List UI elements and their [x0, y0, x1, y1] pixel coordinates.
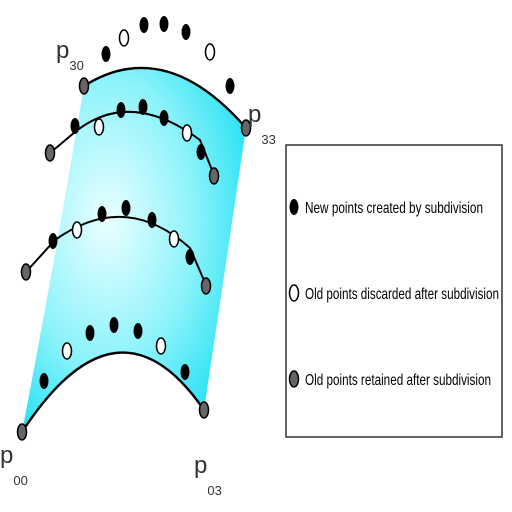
legend-discarded-point-label: Old points discarded after subdivision	[305, 286, 499, 303]
discarded-point	[93, 118, 105, 136]
new-point	[180, 364, 190, 380]
legend-retained-point-label: Old points retained after subdivision	[305, 372, 491, 389]
legend-discarded-point-marker	[288, 284, 300, 302]
corner-label-p30: p30	[56, 37, 84, 73]
legend: New points created by subdivision Old po…	[285, 144, 503, 438]
retained-point	[16, 423, 28, 441]
new-point	[39, 373, 49, 389]
legend-new-point-label: New points created by subdivision	[305, 200, 483, 217]
new-point	[138, 99, 148, 115]
legend-retained-point-marker	[288, 370, 300, 388]
lower-row-control-points	[20, 200, 212, 295]
new-point	[101, 46, 111, 62]
new-point	[70, 118, 80, 134]
discarded-point	[118, 29, 130, 47]
retained-point	[208, 167, 220, 185]
new-point	[159, 16, 169, 32]
discarded-point	[181, 124, 193, 142]
new-point	[159, 110, 169, 126]
new-point	[97, 206, 107, 222]
top-boundary-curve	[83, 66, 247, 129]
corner-label-p33: p33	[248, 101, 276, 147]
legend-new-point-marker	[289, 199, 299, 215]
new-point	[181, 24, 191, 40]
new-point	[116, 102, 126, 118]
top-control-points	[78, 16, 252, 137]
retained-point	[44, 144, 56, 162]
bezier-surface-patch	[22, 67, 246, 432]
upper-row-control-points	[44, 99, 220, 185]
retained-point	[200, 277, 212, 295]
new-point	[147, 212, 157, 228]
discarded-point	[155, 337, 167, 355]
corner-label-p03: p03	[194, 452, 222, 498]
bottom-boundary-curve	[20, 351, 205, 433]
discarded-point	[168, 230, 180, 248]
new-point	[139, 17, 149, 33]
new-point	[196, 144, 206, 160]
retained-point	[20, 263, 32, 281]
new-point	[121, 200, 131, 216]
discarded-point	[204, 43, 216, 61]
new-point	[109, 317, 119, 333]
new-point	[48, 233, 58, 249]
new-point	[133, 323, 143, 339]
legend-box	[285, 144, 503, 438]
new-point	[85, 325, 95, 341]
discarded-point	[71, 221, 83, 239]
lower-iso-curve	[25, 215, 207, 286]
bottom-control-points	[16, 317, 210, 441]
retained-point	[240, 119, 252, 137]
retained-point	[78, 77, 90, 95]
new-point	[225, 78, 235, 94]
retained-point	[198, 401, 210, 419]
corner-label-p00: p00	[0, 442, 28, 488]
discarded-point	[61, 342, 73, 360]
new-point	[185, 249, 195, 265]
